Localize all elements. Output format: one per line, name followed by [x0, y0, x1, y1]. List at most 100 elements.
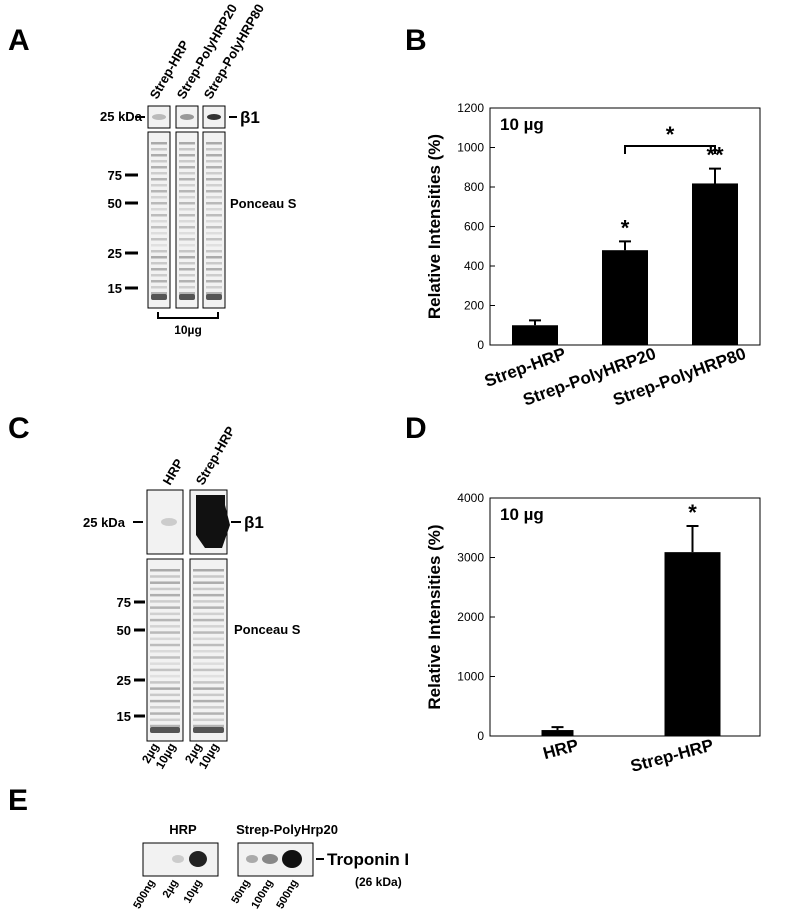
blot-band: [151, 274, 167, 277]
mw-marker: 75: [108, 168, 122, 183]
blot-band: [193, 693, 224, 697]
blot-band: [151, 292, 167, 295]
blot-band: [150, 606, 180, 609]
significance: *: [688, 500, 697, 525]
blot-band: [206, 250, 222, 253]
blot-band: [151, 286, 167, 289]
blot-band: [206, 184, 222, 187]
blot-band: [150, 643, 180, 647]
blot-band: [193, 612, 224, 616]
blot-band: [150, 637, 180, 641]
blot-band: [179, 220, 195, 223]
error-bar: [709, 167, 721, 184]
blot-band: [150, 650, 180, 653]
bar: [664, 552, 721, 736]
significance: *: [666, 122, 675, 147]
bar: [541, 730, 574, 736]
blot-band: [206, 292, 222, 295]
blot-band: [151, 262, 167, 265]
blot-band: [206, 268, 222, 271]
panel-label: D: [405, 412, 427, 445]
y-tick-label: 1200: [457, 101, 484, 115]
load-label: 2µg: [161, 878, 181, 901]
blot-band: [206, 220, 222, 223]
blot-band: [151, 238, 167, 241]
blot-band: [150, 618, 180, 622]
y-tick-label: 400: [464, 259, 484, 273]
load-label: 500ng: [274, 878, 300, 912]
blot-band: [206, 142, 222, 145]
blot-band: [193, 631, 224, 634]
blot-band: [151, 166, 167, 169]
blot-band: [206, 286, 222, 289]
blot-band: [179, 232, 195, 235]
blot-signal: [180, 114, 194, 120]
blot-band: [179, 160, 195, 163]
bracket: [624, 145, 716, 154]
blot-signal: [246, 855, 258, 863]
blot-band: [179, 178, 195, 181]
blot-band: [151, 226, 167, 229]
blot-band: [179, 214, 195, 217]
blot-band: [150, 656, 180, 659]
blot-signal: [262, 854, 278, 864]
blot-band: [150, 612, 180, 616]
blot-band: [151, 196, 167, 199]
load-label: 50ng: [229, 878, 252, 906]
error-bar: [619, 240, 631, 251]
blot-band: [179, 190, 195, 193]
mw-marker: 50: [117, 623, 131, 638]
blot-band: [150, 687, 180, 690]
blot-band: [179, 292, 195, 295]
size-marker: 25 kDa: [83, 515, 126, 530]
blot-band: [193, 587, 224, 591]
group-label: HRP: [169, 822, 197, 837]
blot-band: [150, 631, 180, 634]
blot-band: [193, 593, 224, 597]
blot-band: [193, 618, 224, 622]
blot-band: [151, 220, 167, 223]
blot-band: [151, 172, 167, 175]
significance: **: [706, 143, 724, 168]
blot-signal: [161, 518, 177, 526]
blot-band: [150, 625, 180, 628]
blot-band: [179, 202, 195, 205]
mw-marker: 15: [117, 709, 131, 724]
blot-band: [179, 250, 195, 253]
blot-band: [206, 148, 222, 151]
blot-band: [151, 294, 167, 300]
blot-band: [193, 625, 224, 628]
x-tick-label: HRP: [541, 736, 581, 764]
bar: [692, 183, 738, 345]
stain-label: Ponceau S: [234, 622, 301, 637]
blot-band: [151, 208, 167, 211]
y-axis-label: Relative Intensities (%): [425, 524, 444, 709]
lane-label: HRP: [160, 456, 187, 488]
error-bar: [529, 319, 541, 326]
blot-band: [150, 600, 180, 603]
y-tick-label: 200: [464, 299, 484, 313]
y-tick-label: 800: [464, 180, 484, 194]
mw-marker: 50: [108, 196, 122, 211]
blot-band: [179, 172, 195, 175]
blot-band: [150, 681, 180, 684]
load-label: 500ng: [131, 878, 157, 912]
blot-band: [206, 256, 222, 259]
blot-band: [150, 674, 180, 678]
y-tick-label: 0: [477, 338, 484, 352]
blot-band: [193, 727, 224, 733]
blot-band: [206, 166, 222, 169]
blot-band: [151, 202, 167, 205]
blot-band: [193, 687, 224, 690]
blot-band: [179, 148, 195, 151]
target-label: Troponin I: [327, 850, 409, 869]
load-label: 10µg: [182, 878, 205, 906]
marker-dashes: [125, 173, 138, 290]
blot-band: [179, 196, 195, 199]
blot-band: [179, 268, 195, 271]
target-size: (26 kDa): [355, 875, 402, 889]
blot-band: [151, 154, 167, 157]
blot-band: [151, 280, 167, 283]
blot-band: [206, 202, 222, 205]
